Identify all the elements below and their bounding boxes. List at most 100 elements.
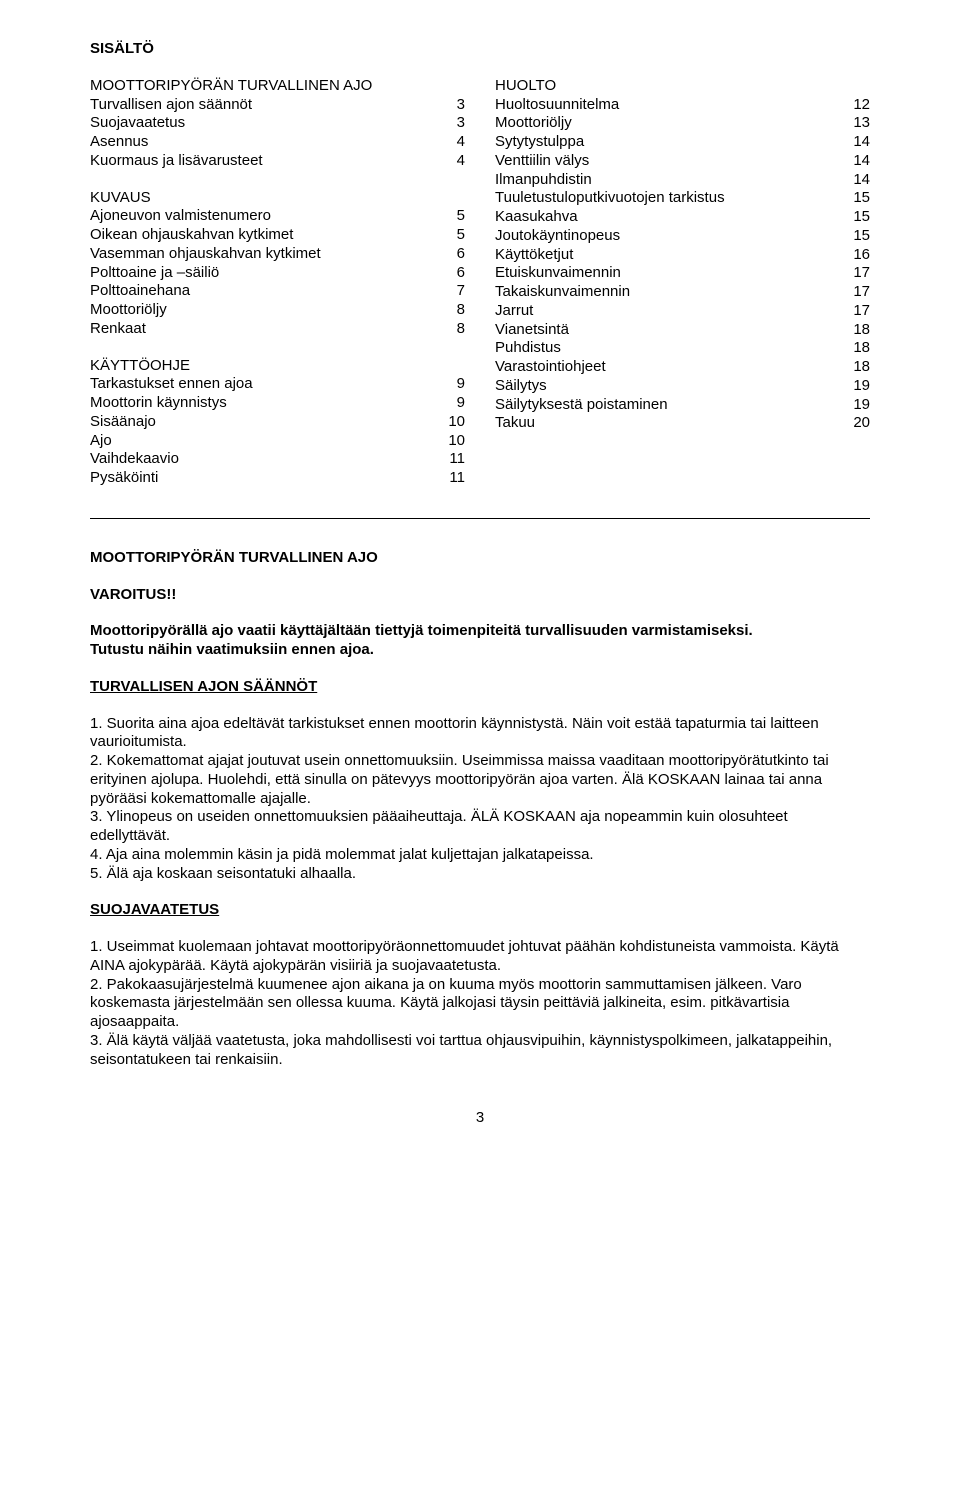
toc-item: Moottoriöljy8 [90,301,465,320]
toc-section-head: HUOLTO [495,77,870,96]
toc-item-page: 14 [840,171,870,190]
toc-item: Säilytyksestä poistaminen19 [495,396,870,415]
toc-item-label: Takuu [495,414,840,433]
toc-item-page: 8 [435,320,465,339]
toc-left-column: MOOTTORIPYÖRÄN TURVALLINEN AJOTurvallise… [90,77,465,488]
toc-item-label: Polttoainehana [90,282,435,301]
toc-item: Kuormaus ja lisävarusteet4 [90,152,465,171]
toc-section-head-label: HUOLTO [495,77,870,96]
toc-item-page: 13 [840,114,870,133]
rules-block: 1. Suorita aina ajoa edeltävät tarkistuk… [90,715,870,884]
divider [90,518,870,519]
toc-item-label: Käyttöketjut [495,246,840,265]
toc-item-label: Vasemman ohjauskahvan kytkimet [90,245,435,264]
rule-item: 5. Älä aja koskaan seisontatuki alhaalla… [90,865,870,884]
toc-item-page: 11 [435,450,465,469]
toc-item-label: Takaiskunvaimennin [495,283,840,302]
toc-item-label: Ajoneuvon valmistenumero [90,207,435,226]
toc-item: Säilytys19 [495,377,870,396]
toc-section-head: KUVAUS [90,189,465,208]
toc-item: Pysäköinti11 [90,469,465,488]
rule-item: 4. Aja aina molemmin käsin ja pidä molem… [90,846,870,865]
rule-item: 2. Kokemattomat ajajat joutuvat usein on… [90,752,870,808]
toc-item-page: 6 [435,264,465,283]
protection-item: 3. Älä käytä väljää vaatetusta, joka mah… [90,1032,870,1070]
toc-item-label: Renkaat [90,320,435,339]
toc-item: Huoltosuunnitelma12 [495,96,870,115]
toc-item: Tarkastukset ennen ajoa9 [90,375,465,394]
toc-item-label: Oikean ohjauskahvan kytkimet [90,226,435,245]
toc-item-page: 5 [435,226,465,245]
toc-section-head-label: KÄYTTÖOHJE [90,357,465,376]
toc-spacer [90,339,465,357]
toc-item: Asennus4 [90,133,465,152]
toc-item-page: 17 [840,283,870,302]
toc-item-label: Kaasukahva [495,208,840,227]
toc-item-label: Puhdistus [495,339,840,358]
toc-item: Polttoainehana7 [90,282,465,301]
toc-item-label: Moottoriöljy [90,301,435,320]
toc-item-label: Jarrut [495,302,840,321]
toc-item: Takaiskunvaimennin17 [495,283,870,302]
toc-item-page: 15 [840,189,870,208]
toc-item-label: Pysäköinti [90,469,435,488]
toc-item-page: 4 [435,152,465,171]
toc-item: Varastointiohjeet18 [495,358,870,377]
toc-right-column: HUOLTOHuoltosuunnitelma12Moottoriöljy13S… [495,77,870,488]
toc-item-page: 17 [840,302,870,321]
intro-paragraph: Moottoripyörällä ajo vaatii käyttäjältää… [90,622,870,660]
toc-columns: MOOTTORIPYÖRÄN TURVALLINEN AJOTurvallise… [90,77,870,488]
protection-item: 2. Pakokaasujärjestelmä kuumenee ajon ai… [90,976,870,1032]
toc-item-label: Ilmanpuhdistin [495,171,840,190]
toc-item-page: 19 [840,377,870,396]
toc-item-label: Huoltosuunnitelma [495,96,840,115]
toc-item-page: 15 [840,208,870,227]
toc-item: Vianetsintä18 [495,321,870,340]
toc-item-label: Asennus [90,133,435,152]
toc-item-label: Sytytystulppa [495,133,840,152]
toc-item-label: Polttoaine ja –säiliö [90,264,435,283]
toc-item: Ajo10 [90,432,465,451]
toc-item-page: 15 [840,227,870,246]
toc-item-label: Ajo [90,432,435,451]
toc-item-label: Varastointiohjeet [495,358,840,377]
toc-item: Kaasukahva15 [495,208,870,227]
toc-item-page: 10 [435,413,465,432]
toc-item-label: Joutokäyntinopeus [495,227,840,246]
toc-item-page: 20 [840,414,870,433]
toc-item-page: 8 [435,301,465,320]
toc-item-label: Vaihdekaavio [90,450,435,469]
toc-section-head-label: MOOTTORIPYÖRÄN TURVALLINEN AJO [90,77,465,96]
toc-item-label: Venttiilin välys [495,152,840,171]
toc-item: Ilmanpuhdistin14 [495,171,870,190]
intro-line-1: Moottoripyörällä ajo vaatii käyttäjältää… [90,622,753,639]
toc-item: Sytytystulppa14 [495,133,870,152]
toc-item: Käyttöketjut16 [495,246,870,265]
toc-item: Moottorin käynnistys9 [90,394,465,413]
protection-block: 1. Useimmat kuolemaan johtavat moottorip… [90,938,870,1069]
toc-item-label: Tuuletustuloputkivuotojen tarkistus [495,189,840,208]
protection-item: 1. Useimmat kuolemaan johtavat moottorip… [90,938,870,976]
toc-item-label: Kuormaus ja lisävarusteet [90,152,435,171]
toc-item: Joutokäyntinopeus15 [495,227,870,246]
warning-heading: VAROITUS!! [90,586,870,605]
toc-item: Jarrut17 [495,302,870,321]
toc-spacer [90,171,465,189]
toc-item: Renkaat8 [90,320,465,339]
toc-item: Vasemman ohjauskahvan kytkimet6 [90,245,465,264]
toc-item-page: 4 [435,133,465,152]
toc-item-page: 9 [435,375,465,394]
toc-item: Moottoriöljy13 [495,114,870,133]
toc-item-page: 18 [840,339,870,358]
rules-heading: TURVALLISEN AJON SÄÄNNÖT [90,678,870,697]
toc-item: Etuiskunvaimennin17 [495,264,870,283]
toc-item-page: 16 [840,246,870,265]
toc-item-label: Turvallisen ajon säännöt [90,96,435,115]
toc-item-page: 3 [435,114,465,133]
toc-item: Suojavaatetus3 [90,114,465,133]
toc-item-label: Sisäänajo [90,413,435,432]
toc-item: Puhdistus18 [495,339,870,358]
toc-section-head-label: KUVAUS [90,189,465,208]
toc-title: SISÄLTÖ [90,40,870,59]
toc-section-head: KÄYTTÖOHJE [90,357,465,376]
